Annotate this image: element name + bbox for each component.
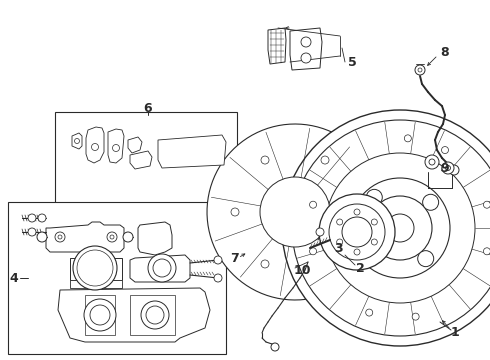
- Circle shape: [92, 144, 98, 150]
- Circle shape: [146, 306, 164, 324]
- Circle shape: [292, 120, 490, 336]
- Circle shape: [415, 65, 425, 75]
- Bar: [55, 112, 237, 260]
- Circle shape: [84, 299, 116, 331]
- Circle shape: [368, 196, 432, 260]
- Polygon shape: [46, 222, 124, 252]
- Text: 1: 1: [451, 327, 460, 339]
- Polygon shape: [108, 129, 124, 163]
- Circle shape: [484, 201, 490, 208]
- Circle shape: [113, 144, 120, 152]
- Polygon shape: [70, 280, 122, 288]
- Circle shape: [337, 219, 343, 225]
- Circle shape: [261, 260, 269, 268]
- Circle shape: [73, 246, 117, 290]
- Circle shape: [153, 259, 171, 277]
- Circle shape: [38, 214, 46, 222]
- Circle shape: [449, 165, 459, 175]
- Polygon shape: [72, 133, 82, 149]
- Circle shape: [214, 274, 222, 282]
- Circle shape: [366, 309, 373, 316]
- Circle shape: [417, 251, 434, 267]
- Circle shape: [337, 239, 343, 245]
- Polygon shape: [158, 135, 226, 168]
- Text: 10: 10: [293, 264, 311, 276]
- Circle shape: [484, 248, 490, 255]
- Circle shape: [141, 301, 169, 329]
- Circle shape: [429, 159, 435, 165]
- Circle shape: [386, 214, 414, 242]
- Circle shape: [425, 155, 439, 169]
- Text: 5: 5: [347, 55, 356, 68]
- Circle shape: [214, 256, 222, 264]
- Circle shape: [329, 204, 385, 260]
- Circle shape: [260, 177, 330, 247]
- Circle shape: [37, 232, 47, 242]
- Polygon shape: [207, 124, 378, 300]
- Circle shape: [231, 208, 239, 216]
- Circle shape: [350, 178, 450, 278]
- Circle shape: [58, 235, 62, 239]
- Circle shape: [110, 235, 114, 239]
- Circle shape: [371, 239, 377, 245]
- Circle shape: [354, 249, 360, 255]
- Circle shape: [28, 214, 36, 222]
- Circle shape: [77, 250, 113, 286]
- Circle shape: [55, 232, 65, 242]
- Circle shape: [301, 53, 311, 63]
- Polygon shape: [70, 258, 122, 280]
- Polygon shape: [138, 222, 172, 255]
- Circle shape: [361, 246, 377, 262]
- Polygon shape: [268, 28, 286, 64]
- Polygon shape: [130, 255, 190, 282]
- Circle shape: [123, 232, 133, 242]
- Polygon shape: [128, 137, 142, 153]
- Circle shape: [441, 147, 448, 154]
- Text: 3: 3: [334, 242, 343, 255]
- Circle shape: [148, 254, 176, 282]
- Text: 9: 9: [441, 162, 449, 175]
- Circle shape: [321, 156, 329, 164]
- Circle shape: [325, 153, 475, 303]
- Polygon shape: [130, 151, 152, 169]
- Text: 2: 2: [356, 261, 365, 274]
- Circle shape: [261, 156, 269, 164]
- Text: 8: 8: [441, 45, 449, 58]
- Circle shape: [28, 228, 36, 236]
- Text: 7: 7: [230, 252, 238, 265]
- Circle shape: [342, 217, 372, 247]
- Polygon shape: [130, 295, 175, 335]
- Text: 6: 6: [144, 102, 152, 114]
- Circle shape: [354, 209, 360, 215]
- Circle shape: [423, 194, 439, 210]
- Circle shape: [90, 305, 110, 325]
- Circle shape: [301, 37, 311, 47]
- Circle shape: [271, 343, 279, 351]
- Polygon shape: [58, 288, 210, 342]
- Circle shape: [371, 219, 377, 225]
- Circle shape: [319, 194, 395, 270]
- Text: 4: 4: [10, 271, 19, 284]
- Circle shape: [412, 313, 419, 320]
- Bar: [8, 202, 226, 354]
- Circle shape: [310, 248, 317, 255]
- Circle shape: [404, 135, 411, 142]
- Circle shape: [418, 68, 422, 72]
- Polygon shape: [86, 127, 104, 163]
- Circle shape: [316, 228, 324, 236]
- Circle shape: [107, 232, 117, 242]
- Circle shape: [310, 201, 317, 208]
- Circle shape: [74, 139, 79, 144]
- Circle shape: [282, 110, 490, 346]
- Circle shape: [442, 162, 454, 174]
- Polygon shape: [85, 295, 115, 335]
- Polygon shape: [290, 28, 322, 70]
- Circle shape: [80, 253, 110, 283]
- Circle shape: [445, 166, 450, 171]
- Circle shape: [367, 189, 382, 205]
